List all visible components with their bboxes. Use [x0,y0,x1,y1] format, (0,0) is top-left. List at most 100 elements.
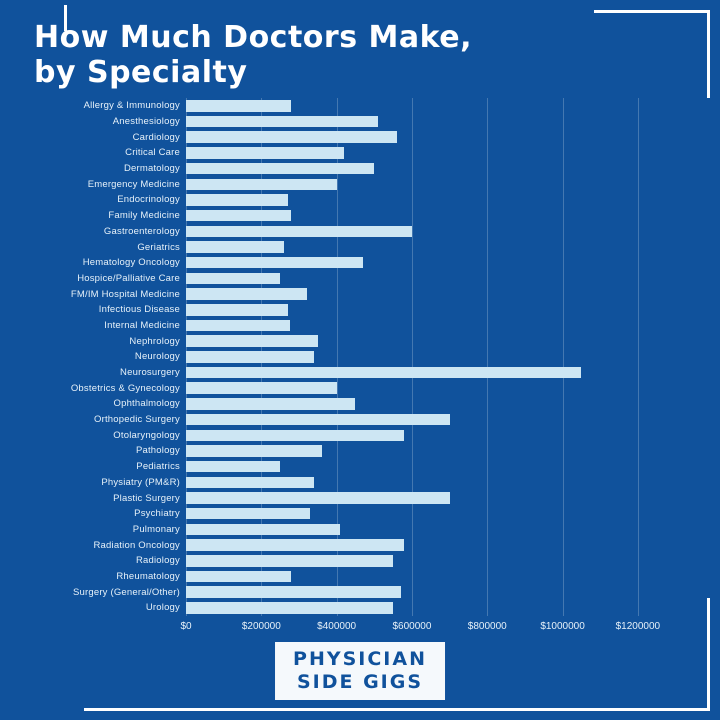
value-bar [186,288,307,300]
x-tick-label: $200000 [241,620,281,632]
bar-track [186,366,668,379]
category-label: Plastic Surgery [113,492,180,504]
value-bar [186,319,290,332]
value-bar [186,131,397,143]
value-bar [186,507,311,520]
value-bar [186,429,405,442]
value-bar [186,476,315,489]
value-bar [186,492,450,504]
bar-track [186,162,668,175]
value-bar [186,366,582,379]
category-label: Dermatology [123,163,180,175]
corner-accent-top-left [64,5,67,31]
bar-track [186,351,668,363]
gridline [562,98,564,616]
gridline [487,98,489,616]
value-bar [186,602,394,614]
bar-track [186,476,668,489]
value-bar [186,523,341,536]
bar-track [186,304,668,316]
category-label: Hospice/Palliative Care [77,272,180,284]
corner-accent-bottom-horizontal [84,708,710,711]
page-title-line1: How Much Doctors Make, [34,20,473,55]
badge-line1: PHYSICIAN [293,647,427,670]
category-label: Rheumatology [116,570,180,582]
x-tick-label: $1200000 [615,620,661,632]
bar-track [186,507,668,520]
bar-track [186,288,668,300]
bar-track [186,570,668,583]
chart-row: Surgery (General/Other) [26,584,668,600]
bar-track [186,555,668,567]
category-label: Neurosurgery [120,367,180,379]
bar-track [186,602,668,614]
category-label: Neurology [134,351,180,363]
value-bar [186,209,292,222]
page-title: How Much Doctors Make, by Specialty [34,20,634,91]
bar-track [186,319,668,332]
x-tick-label: $800000 [467,620,507,632]
bar-track [186,335,668,347]
corner-accent-top-right-vertical [707,10,710,98]
chart-row: Hospice/Palliative Care [26,271,668,287]
value-bar [186,304,288,316]
chart-row: Plastic Surgery [26,490,668,506]
category-label: Psychiatry [134,508,180,520]
bar-track [186,523,668,536]
x-axis: $0 $200000 $400000 $600000 $800000 $1000000 $1… [180,616,668,634]
chart-row: Orthopedic Surgery [26,412,668,428]
x-tick-label: $0 [180,620,192,632]
value-bar [186,162,375,175]
chart-row: Radiology [26,553,668,569]
chart-row: Neurosurgery [26,365,668,381]
chart-row: Pulmonary [26,522,668,538]
category-label: Pulmonary [132,523,180,535]
category-label: Radiation Oncology [93,539,180,551]
chart-row: Otolaryngology [26,427,668,443]
category-label: Anesthesiology [112,116,180,128]
corner-accent-top-right-horizontal [594,10,710,13]
value-bar [186,445,322,457]
bar-track [186,429,668,442]
bar-track [186,460,668,473]
value-bar [186,272,281,285]
category-label: Obstetrics & Gynecology [70,382,180,394]
value-bar [186,539,405,551]
value-bar [186,460,281,473]
bar-track [186,225,668,238]
value-bar [186,178,337,191]
chart-row: Emergency Medicine [26,176,668,192]
value-bar [186,382,337,394]
x-tick-label: $400000 [317,620,357,632]
category-label: Nephrology [129,335,180,347]
category-label: Pathology [135,445,180,457]
value-bar [186,241,284,253]
category-label: Internal Medicine [104,319,180,331]
chart-row: Endocrinology [26,192,668,208]
value-bar [186,256,363,269]
chart-row: Urology [26,600,668,616]
bar-track [186,147,668,159]
category-label: Emergency Medicine [87,178,180,190]
chart-row: Neurology [26,349,668,365]
category-label: Urology [145,602,180,614]
bar-chart: Allergy & Immunology Anesthesiology Cardio… [26,98,668,634]
bar-track [186,241,668,253]
x-tick-label: $1000000 [540,620,585,632]
chart-row: Family Medicine [26,208,668,224]
chart-row: Ophthalmology [26,396,668,412]
value-bar [186,115,379,128]
bar-track [186,178,668,191]
corner-accent-bottom-right-vertical [707,598,710,711]
bar-track [186,398,668,410]
category-label: Physiatry (PM&R) [101,476,180,488]
category-label: Radiology [135,555,180,567]
gridline [336,98,338,616]
chart-row: Pediatrics [26,459,668,475]
category-label: Family Medicine [108,210,180,222]
category-label: Allergy & Immunology [83,100,180,112]
gridline [637,98,639,616]
x-tick-label: $600000 [392,620,432,632]
page-title-line2: by Specialty [34,55,248,91]
